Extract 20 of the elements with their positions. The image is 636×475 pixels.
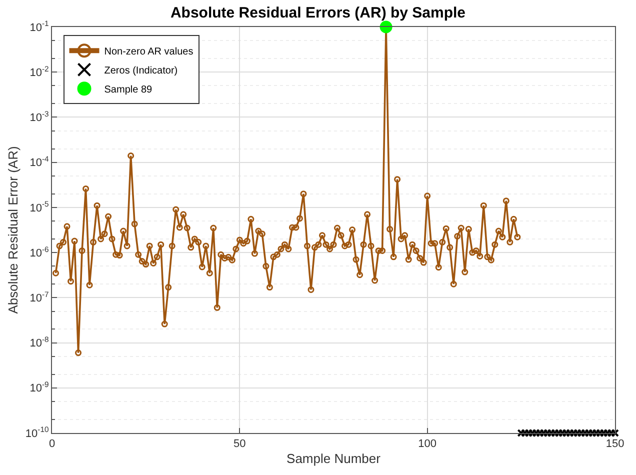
- y-tick-label: 10$^{-5}$: [30, 200, 49, 214]
- chart-title: Absolute Residual Errors (AR) by Sample: [170, 4, 466, 22]
- legend-label: Sample 89: [104, 84, 153, 96]
- x-tick-label: 150: [606, 438, 624, 450]
- y-tick-label: 10$^{-7}$: [30, 290, 49, 305]
- y-axis-title: Absolute Residual Error (AR): [5, 146, 20, 314]
- legend-label: Zeros (Indicator): [104, 66, 178, 77]
- y-tick-label: 10$^{-10}$: [25, 425, 49, 440]
- y-tick-label: 10$^{-2}$: [30, 64, 49, 79]
- y-tick-label: 10$^{-1}$: [30, 19, 49, 34]
- y-tick-label: 10$^{-8}$: [30, 335, 49, 350]
- x-tick-label: 100: [418, 438, 437, 450]
- x-axis-title: Sample Number: [286, 450, 382, 466]
- y-tick-label: 10$^{-9}$: [30, 380, 49, 395]
- y-tick-label: 10$^{-4}$: [30, 154, 50, 170]
- x-tick-label: 50: [234, 438, 246, 450]
- x-tick-label: 0: [48, 438, 56, 450]
- legend-label: Non-zero AR values: [104, 46, 194, 58]
- y-tick-label: 10$^{-3}$: [30, 109, 49, 124]
- y-tick-label: 10$^{-6}$: [30, 244, 49, 260]
